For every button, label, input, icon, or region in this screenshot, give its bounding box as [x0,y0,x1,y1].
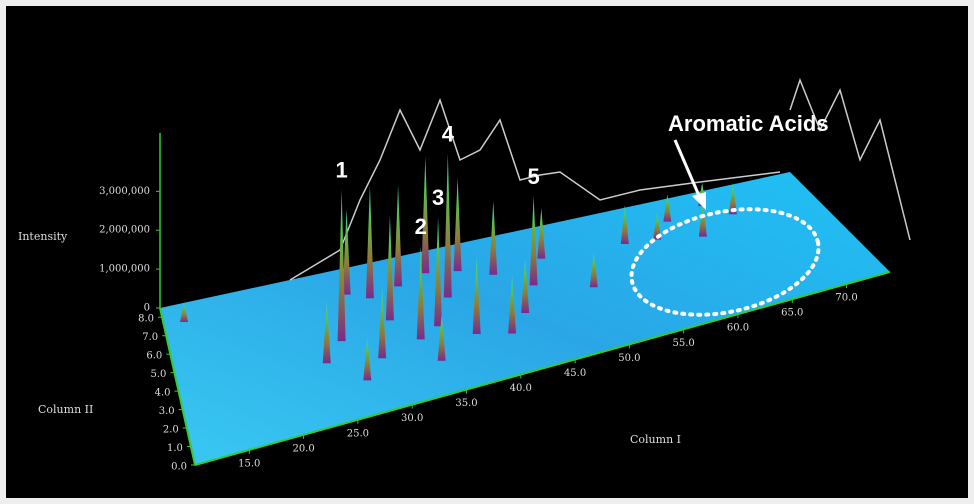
x-tick-label: 65.0 [781,308,803,319]
x-tick-label: 30.0 [401,413,423,424]
z-axis-label: Intensity [18,230,68,243]
x-tick-label: 55.0 [673,338,695,349]
z-tick-label: 1,000,000 [99,264,150,275]
annotation: 4 [442,121,455,146]
x-axis-label: Column I [630,433,681,446]
x-tick-label: 25.0 [347,428,369,439]
annotation: Aromatic Acids [668,111,829,136]
x-tick-label: 15.0 [238,458,260,469]
y-tick-label: 6.0 [146,351,162,362]
x-tick-label: 20.0 [292,443,314,454]
chart: 15.020.025.030.035.040.045.050.055.060.0… [0,0,974,504]
x-tick-label: 70.0 [835,293,857,304]
z-tick-label: 3,000,000 [99,186,150,197]
y-tick-label: 4.0 [155,388,171,399]
y-axis-label: Column II [38,403,93,416]
z-tick-label: 2,000,000 [99,225,150,236]
y-tick-label: 5.0 [151,369,167,380]
annotation: 3 [432,185,444,210]
y-tick-label: 2.0 [163,425,179,436]
x-tick-label: 45.0 [564,368,586,379]
x-tick-label: 40.0 [510,383,532,394]
y-tick-label: 3.0 [159,406,175,417]
y-tick-label: 0.0 [171,462,187,473]
y-tick-label: 1.0 [167,443,183,454]
annotation: 5 [527,164,539,189]
annotation: 2 [415,214,427,239]
x-tick-label: 50.0 [618,353,640,364]
x-tick-label: 60.0 [727,323,749,334]
x-tick-label: 35.0 [455,398,477,409]
y-tick-label: 8.0 [138,314,154,325]
annotation: 1 [335,157,347,182]
y-tick-label: 7.0 [142,332,158,343]
z-tick-label: 0 [144,303,150,314]
